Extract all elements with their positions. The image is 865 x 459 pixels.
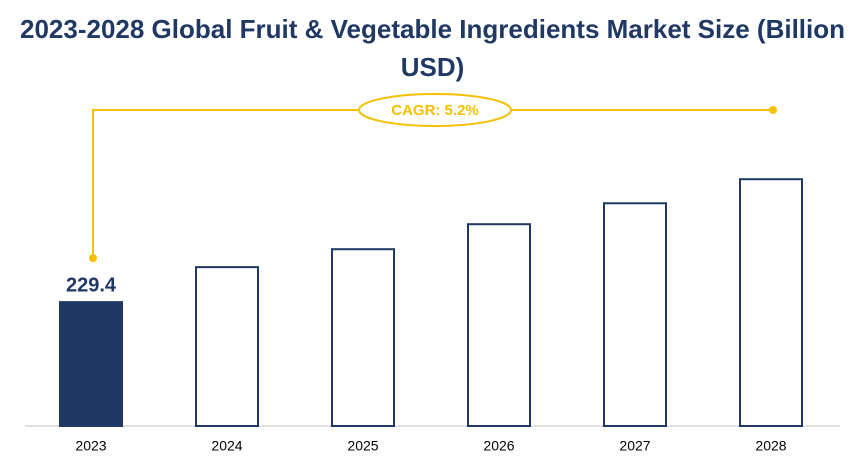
chart-title: 2023-2028 Global Fruit & Vegetable Ingre… bbox=[19, 14, 846, 82]
bar bbox=[467, 223, 531, 427]
x-tick-label: 2024 bbox=[211, 438, 242, 454]
x-tick-label: 2023 bbox=[75, 438, 106, 454]
cagr-dot bbox=[769, 106, 777, 114]
bar bbox=[331, 248, 395, 427]
cagr-line bbox=[92, 109, 773, 259]
value-label: 229.4 bbox=[66, 274, 117, 296]
bar bbox=[195, 266, 259, 427]
x-tick-label: 2028 bbox=[755, 438, 786, 454]
cagr-ellipse bbox=[358, 93, 512, 127]
x-tick-label: 2025 bbox=[347, 438, 378, 454]
bar bbox=[603, 202, 667, 427]
x-tick-label: 2026 bbox=[483, 438, 514, 454]
bar bbox=[59, 301, 123, 427]
cagr-label: CAGR: 5.2% bbox=[391, 102, 479, 119]
cagr-dot bbox=[89, 254, 97, 263]
x-tick-label: 2027 bbox=[619, 438, 650, 454]
bar bbox=[739, 178, 803, 427]
